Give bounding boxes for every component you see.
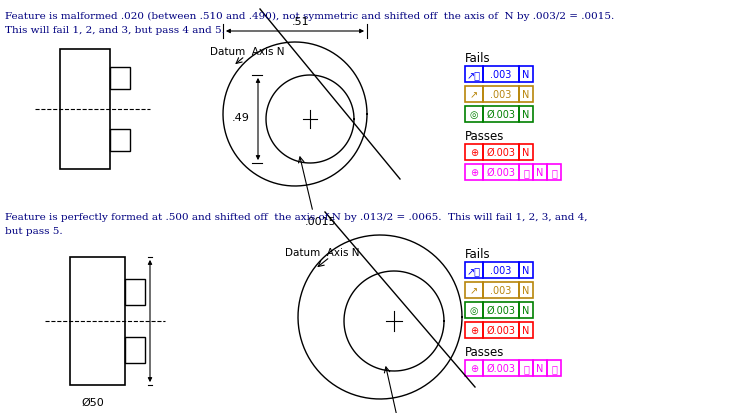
Text: Feature is malformed .020 (between .510 and .490), not symmetric and shifted off: Feature is malformed .020 (between .510 … xyxy=(5,12,614,21)
Text: N: N xyxy=(522,285,530,295)
Text: Ø.003: Ø.003 xyxy=(486,168,516,178)
Bar xyxy=(519,322,533,338)
Text: N: N xyxy=(522,147,530,158)
Text: Feature is perfectly formed at .500 and shifted off  the axis of N by .013/2 = .: Feature is perfectly formed at .500 and … xyxy=(5,212,588,221)
Bar xyxy=(465,282,483,298)
Text: ◎: ◎ xyxy=(470,110,478,120)
Bar xyxy=(483,67,519,83)
Text: N: N xyxy=(522,325,530,335)
Text: N: N xyxy=(522,305,530,315)
Text: This will fail 1, 2, and 3, but pass 4 and 5.: This will fail 1, 2, and 3, but pass 4 a… xyxy=(5,26,225,35)
Text: .003: .003 xyxy=(491,285,511,295)
Text: ⊕: ⊕ xyxy=(470,325,478,335)
Bar xyxy=(70,257,125,385)
Bar xyxy=(483,360,519,376)
Bar xyxy=(465,262,483,278)
Bar xyxy=(483,262,519,278)
Bar xyxy=(519,282,533,298)
Bar xyxy=(465,360,483,376)
Text: Fails: Fails xyxy=(465,247,491,260)
Bar xyxy=(519,360,533,376)
Text: ⊕: ⊕ xyxy=(470,168,478,178)
Bar xyxy=(483,87,519,103)
Bar xyxy=(465,87,483,103)
Text: Ø50: Ø50 xyxy=(81,397,104,407)
Text: Ⓜ: Ⓜ xyxy=(551,363,557,373)
Text: N: N xyxy=(522,266,530,275)
Text: .51: .51 xyxy=(292,17,310,27)
Text: but pass 5.: but pass 5. xyxy=(5,226,63,235)
Text: Datum  Axis N: Datum Axis N xyxy=(210,47,284,57)
Bar xyxy=(483,322,519,338)
Bar xyxy=(483,145,519,161)
Text: Passes: Passes xyxy=(465,345,505,358)
Bar xyxy=(519,67,533,83)
Bar xyxy=(125,279,145,305)
Bar xyxy=(110,130,130,152)
Text: N: N xyxy=(522,110,530,120)
Text: ◎: ◎ xyxy=(470,305,478,315)
Bar xyxy=(465,145,483,161)
Bar xyxy=(110,68,130,90)
Bar xyxy=(465,302,483,318)
Bar xyxy=(60,50,110,170)
Text: Ø.003: Ø.003 xyxy=(486,325,516,335)
Text: Ø.003: Ø.003 xyxy=(486,305,516,315)
Text: Ø.003: Ø.003 xyxy=(486,363,516,373)
Text: N: N xyxy=(536,168,544,178)
Text: .0015: .0015 xyxy=(305,216,337,226)
Bar xyxy=(483,165,519,180)
Text: N: N xyxy=(522,90,530,100)
Bar xyxy=(547,165,561,180)
Text: N: N xyxy=(536,363,544,373)
Text: Passes: Passes xyxy=(465,130,505,142)
Bar xyxy=(465,165,483,180)
Text: Ø.003: Ø.003 xyxy=(486,147,516,158)
Text: ⊕: ⊕ xyxy=(470,147,478,158)
Bar xyxy=(125,337,145,363)
Text: Ø.003: Ø.003 xyxy=(486,110,516,120)
Bar xyxy=(465,107,483,123)
Text: .003: .003 xyxy=(491,266,511,275)
Bar xyxy=(519,107,533,123)
Bar xyxy=(465,67,483,83)
Text: Fails: Fails xyxy=(465,52,491,65)
Bar xyxy=(533,360,547,376)
Bar xyxy=(483,107,519,123)
Text: .49: .49 xyxy=(232,113,250,123)
Text: ↗⭮: ↗⭮ xyxy=(467,266,481,275)
Text: ↗: ↗ xyxy=(470,90,478,100)
Bar xyxy=(483,282,519,298)
Bar xyxy=(483,302,519,318)
Text: ↗⭮: ↗⭮ xyxy=(467,70,481,80)
Text: Datum  Axis N: Datum Axis N xyxy=(285,247,360,257)
Text: Ⓜ: Ⓜ xyxy=(523,168,529,178)
Bar xyxy=(519,165,533,180)
Bar xyxy=(519,87,533,103)
Text: Ⓜ: Ⓜ xyxy=(523,363,529,373)
Text: .003: .003 xyxy=(491,90,511,100)
Text: Ⓜ: Ⓜ xyxy=(551,168,557,178)
Bar xyxy=(533,165,547,180)
Bar xyxy=(519,302,533,318)
Text: .003: .003 xyxy=(491,70,511,80)
Text: ⊕: ⊕ xyxy=(470,363,478,373)
Bar xyxy=(547,360,561,376)
Text: N: N xyxy=(522,70,530,80)
Bar xyxy=(519,262,533,278)
Bar xyxy=(519,145,533,161)
Text: ↗: ↗ xyxy=(470,285,478,295)
Bar xyxy=(465,322,483,338)
